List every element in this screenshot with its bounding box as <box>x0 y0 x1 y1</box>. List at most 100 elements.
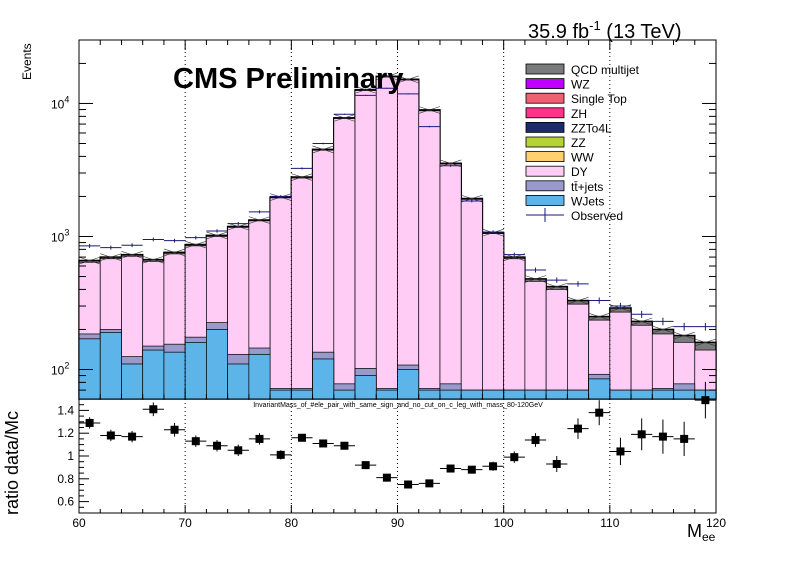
ratio-point <box>276 450 285 459</box>
ratio-point <box>404 480 413 489</box>
ratio-xtick-label: 100 <box>494 516 514 530</box>
mc-uncertainty-hatch <box>418 106 441 114</box>
ratio-xtick-label: 60 <box>72 516 86 530</box>
ratio-point <box>637 430 646 439</box>
bar-dy <box>609 311 632 400</box>
bar-wjets <box>673 389 696 400</box>
ratio-xtick-label: 80 <box>285 516 299 530</box>
bar-wjets <box>588 378 611 400</box>
bar-dy <box>503 258 526 400</box>
ratio-point <box>340 441 349 450</box>
bar-wjets <box>333 389 356 400</box>
ratio-xtick-label: 90 <box>391 516 405 530</box>
ratio-point <box>446 464 455 473</box>
ratio-xtick-label: 110 <box>600 516 619 530</box>
ratio-point <box>234 446 243 455</box>
bar-dy <box>630 324 653 400</box>
bar-wjets <box>651 389 674 400</box>
bar-wjets <box>269 389 292 400</box>
bar-wjets <box>567 389 589 400</box>
ratio-xtick-label: 70 <box>178 516 192 530</box>
legend-label: ZZTo4L <box>571 121 612 135</box>
bar-dy <box>418 110 441 400</box>
ratio-point <box>149 405 158 414</box>
ratio-point <box>658 432 667 441</box>
bar-wjets <box>248 353 271 400</box>
cms-label: CMS Preliminary <box>173 63 403 95</box>
ratio-ytick-label: 1 <box>67 449 74 463</box>
mc-uncertainty-hatch <box>524 275 547 283</box>
bar-wjets <box>439 389 462 400</box>
xaxis-label-subscript: ee <box>702 530 716 544</box>
bar-wjets <box>630 389 653 400</box>
bar-dy <box>567 303 589 400</box>
ratio-ytick-label: 0.8 <box>57 472 74 486</box>
main-ytick-label: 104 <box>51 94 69 111</box>
ratio-point <box>701 396 710 405</box>
bar-wjets <box>206 329 228 400</box>
xaxis-label: Mee <box>687 521 716 544</box>
mc-uncertainty-hatch <box>588 312 610 321</box>
mc-uncertainty-hatch <box>546 282 568 291</box>
bar-wjets <box>418 389 441 400</box>
ratio-point <box>425 479 434 488</box>
ratio-point <box>510 453 519 462</box>
ratio-yaxis-label: ratio data/Mc <box>2 411 22 515</box>
ratio-panel-title: InvariantMass_of_#ele_pair_with_same_sig… <box>253 402 543 409</box>
bar-wjets <box>482 389 505 400</box>
ratio-point <box>531 436 540 445</box>
mc-uncertainty-hatch <box>630 317 653 326</box>
bar-dy <box>460 199 483 400</box>
ratio-point <box>361 461 370 470</box>
ratio-point <box>467 465 476 474</box>
ratio-xtick-label: 120 <box>706 516 726 530</box>
legend-label: DY <box>571 165 588 179</box>
ratio-point <box>255 434 264 443</box>
bar-wjets <box>99 332 122 400</box>
ratio-point <box>595 408 604 417</box>
mc-uncertainty-hatch <box>291 173 313 181</box>
ratio-ytick-label: 1.4 <box>57 403 74 417</box>
main-yaxis-label: Events <box>20 43 34 80</box>
bar-wjets <box>503 389 526 400</box>
mc-uncertainty-hatch <box>185 240 207 249</box>
legend-swatch <box>525 78 565 89</box>
bar-dy <box>439 163 462 400</box>
legend-label: WW <box>571 151 594 165</box>
ratio-point <box>616 447 625 456</box>
legend-label: ZZ <box>571 136 586 150</box>
bar-wjets <box>312 358 335 400</box>
legend-label: Observed <box>571 209 623 223</box>
bar-wjets <box>142 349 165 400</box>
bar-wjets <box>121 363 144 400</box>
bar-wjets <box>290 389 313 400</box>
legend-label: Single Top <box>571 92 627 106</box>
mc-uncertainty-hatch <box>333 114 356 122</box>
legend-swatch <box>525 63 565 75</box>
bar-dy <box>545 289 568 400</box>
mc-uncertainty-hatch <box>652 325 674 334</box>
ratio-point <box>319 439 328 448</box>
mc-uncertainty-hatch <box>673 331 695 340</box>
bar-dy <box>269 197 292 400</box>
bar-wjets <box>545 389 568 400</box>
legend-label: QCD multijet <box>571 63 640 77</box>
mc-uncertainty-hatch <box>121 251 143 259</box>
mc-uncertainty-hatch <box>354 86 377 94</box>
mc-uncertainty-hatch <box>163 248 186 257</box>
ratio-point <box>128 432 137 441</box>
ratio-point <box>382 473 391 482</box>
main-ytick-label: 103 <box>51 227 69 244</box>
bar-dy <box>397 79 420 400</box>
bar-wjets <box>375 389 398 400</box>
legend-label: WJets <box>571 194 604 208</box>
mc-uncertainty-hatch <box>694 338 717 347</box>
legend-swatch <box>525 122 565 133</box>
bar-wjets <box>609 389 632 400</box>
bar-wjets <box>354 375 377 400</box>
legend-label: ZH <box>571 107 587 121</box>
energy-label: (13 TeV) <box>601 21 682 43</box>
legend-label: tt̄+jets <box>571 180 603 194</box>
lumi-superscript: -1 <box>589 18 601 33</box>
